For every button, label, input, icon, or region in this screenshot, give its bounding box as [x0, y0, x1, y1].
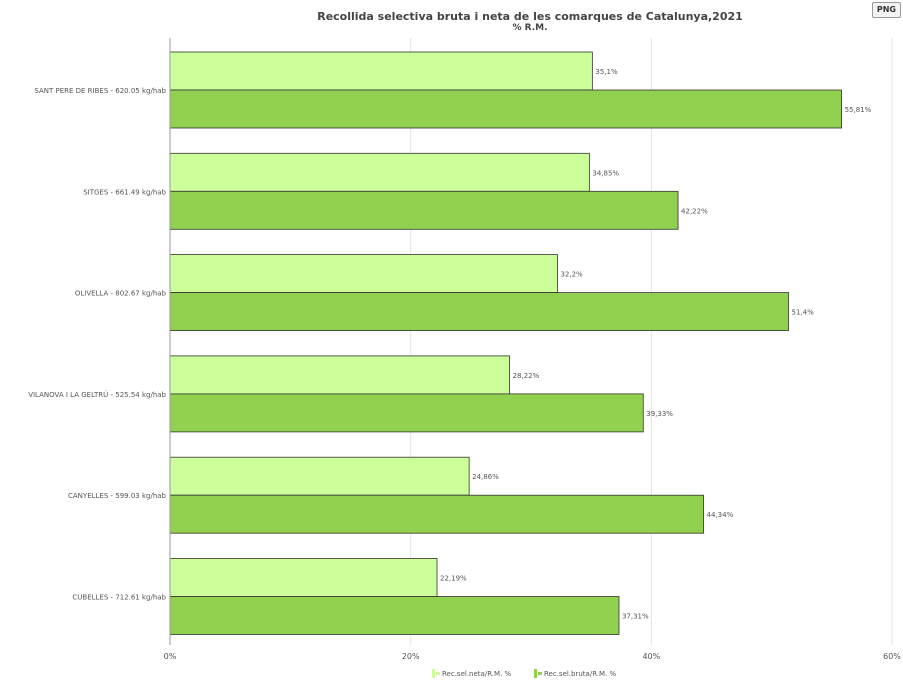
- legend-label[interactable]: Rec.sel.bruta/R.M. %: [544, 670, 617, 678]
- bar[interactable]: [169, 254, 558, 294]
- bar[interactable]: [169, 456, 470, 496]
- bar[interactable]: [169, 152, 590, 192]
- bar[interactable]: [169, 292, 789, 332]
- y-category-label: CANYELLES - 599.03 kg/hab: [68, 492, 167, 500]
- x-tick-label: 20%: [402, 652, 420, 661]
- y-category-label: SANT PERE DE RIBES - 620.05 kg/hab: [34, 87, 166, 95]
- bar[interactable]: [169, 355, 510, 395]
- data-label: 28,22%: [513, 372, 540, 380]
- data-label: 42,22%: [681, 207, 708, 215]
- bar[interactable]: [169, 494, 704, 534]
- chart-subtitle: % R.M.: [512, 23, 548, 33]
- bar[interactable]: [169, 190, 679, 230]
- bar[interactable]: [169, 596, 620, 635]
- y-category-label: CUBELLES - 712.61 kg/hab: [72, 594, 166, 602]
- data-label: 24,86%: [472, 473, 499, 481]
- data-label: 35,1%: [595, 68, 618, 76]
- bar[interactable]: [169, 89, 842, 129]
- y-category-label: OLIVELLA - 802.67 kg/hab: [75, 290, 167, 298]
- chart-title: Recollida selectiva bruta i neta de les …: [317, 10, 743, 23]
- legend-marker[interactable]: [432, 669, 435, 678]
- data-label: 39,33%: [646, 410, 673, 418]
- data-label: 37,31%: [622, 613, 649, 621]
- x-tick-label: 0%: [164, 652, 177, 661]
- data-label: 32,2%: [560, 271, 583, 279]
- png-export-button[interactable]: PNG: [871, 2, 901, 18]
- x-tick-label: 40%: [642, 652, 660, 661]
- legend-marker[interactable]: [436, 672, 440, 675]
- x-tick-label: 60%: [883, 652, 901, 661]
- data-label: 44,34%: [707, 511, 734, 519]
- data-label: 55,81%: [845, 106, 872, 114]
- y-category-label: SITGES - 661.49 kg/hab: [83, 188, 166, 196]
- legend-marker[interactable]: [538, 672, 542, 675]
- legend-marker[interactable]: [534, 669, 537, 678]
- data-label: 51,4%: [792, 309, 815, 317]
- legend-label[interactable]: Rec.sel.neta/R.M. %: [442, 670, 512, 678]
- bar[interactable]: [169, 558, 438, 597]
- y-category-label: VILANOVA I LA GELTRÚ - 525.54 kg/hab: [28, 390, 166, 399]
- data-label: 34,85%: [592, 169, 619, 177]
- bar[interactable]: [169, 393, 644, 433]
- data-label: 22,19%: [440, 575, 467, 583]
- bar[interactable]: [169, 51, 593, 91]
